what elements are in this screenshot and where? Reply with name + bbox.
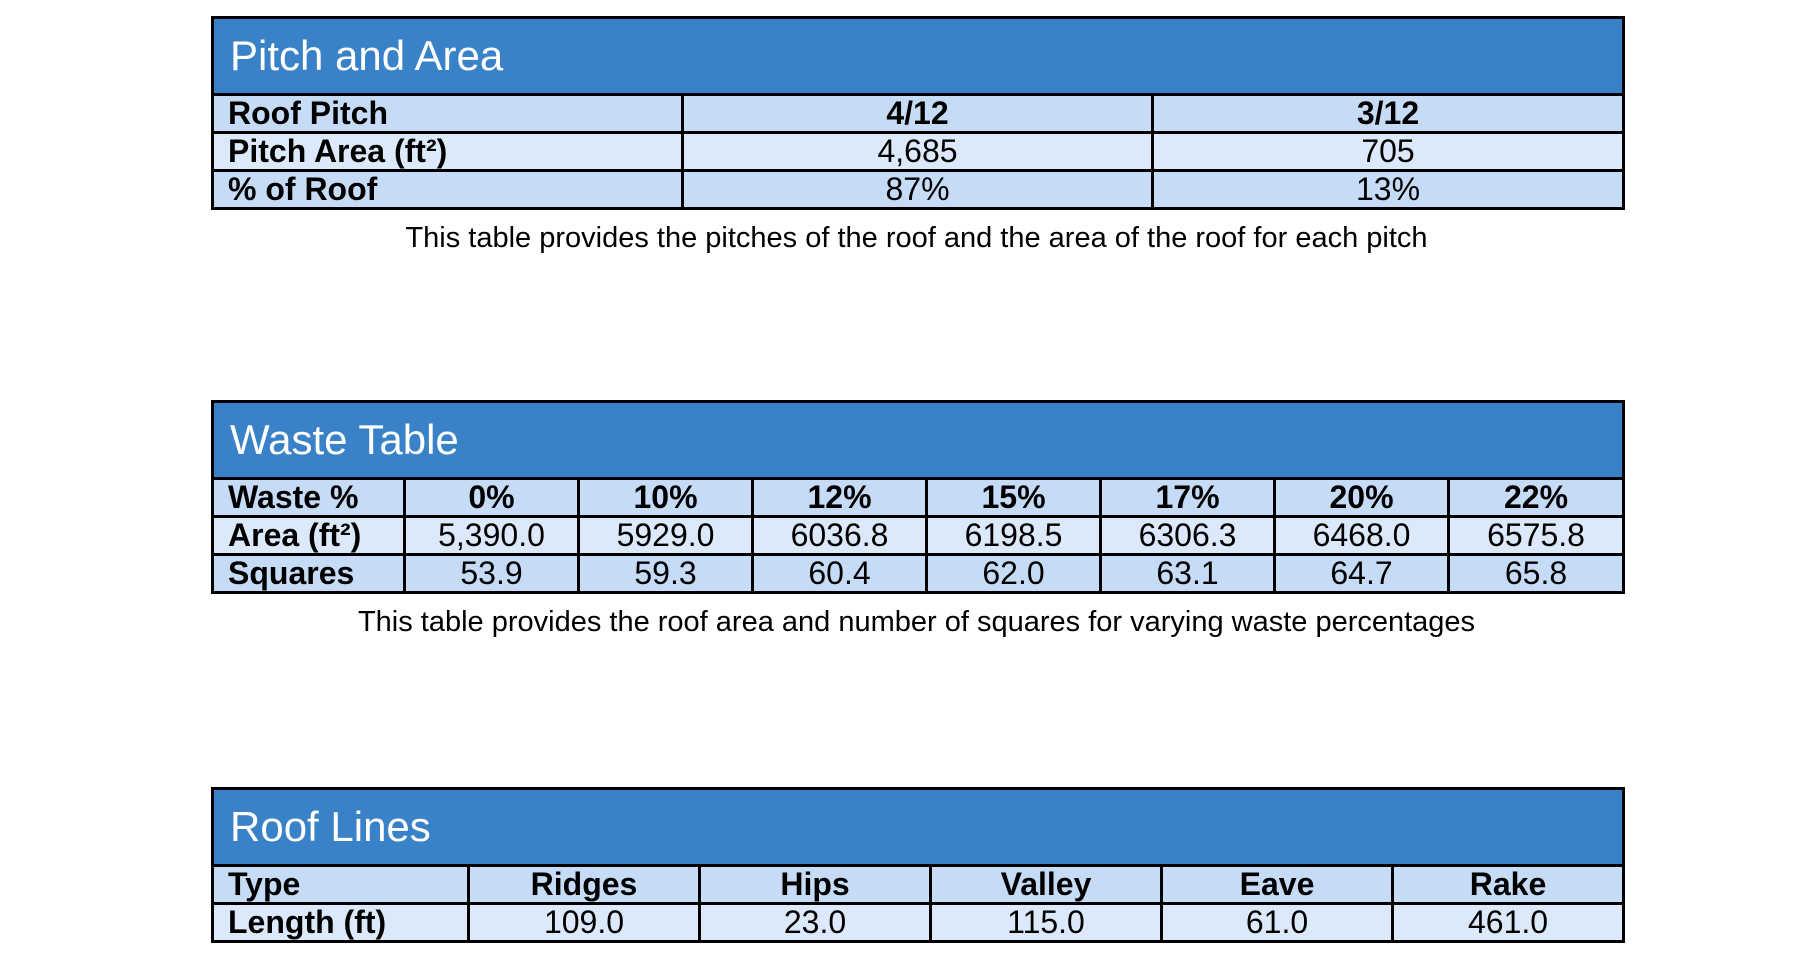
table-cell: 5,390.0 bbox=[403, 515, 580, 556]
row-label: Length (ft) bbox=[211, 902, 470, 943]
table-cell: 6198.5 bbox=[925, 515, 1102, 556]
pitch-area-section: Pitch and Area Roof Pitch 4/12 3/12 Pitc… bbox=[210, 16, 1626, 255]
table-cell: 60.4 bbox=[751, 553, 928, 594]
table-cell: 3/12 bbox=[1150, 93, 1626, 134]
pitch-area-caption: This table provides the pitches of the r… bbox=[405, 222, 1428, 254]
table-cell: 10% bbox=[577, 477, 754, 518]
table-cell: 6306.3 bbox=[1099, 515, 1276, 556]
waste-row-percent: Waste % 0% 10% 12% 15% 17% 20% 22% bbox=[211, 477, 1626, 518]
row-label: % of Roof bbox=[211, 169, 684, 210]
pitch-area-table: Pitch and Area Roof Pitch 4/12 3/12 Pitc… bbox=[210, 16, 1626, 210]
table-cell: 6575.8 bbox=[1446, 515, 1626, 556]
row-label: Waste % bbox=[211, 477, 406, 518]
table-cell: 705 bbox=[1150, 131, 1626, 172]
row-label: Pitch Area (ft²) bbox=[211, 131, 684, 172]
table-cell: 109.0 bbox=[467, 902, 701, 943]
row-label: Squares bbox=[211, 553, 406, 594]
table-cell: 87% bbox=[681, 169, 1154, 210]
table-cell: Rake bbox=[1390, 864, 1626, 905]
table-cell: 64.7 bbox=[1273, 553, 1450, 594]
table-cell: 17% bbox=[1099, 477, 1276, 518]
waste-section: Waste Table Waste % 0% 10% 12% 15% 17% 2… bbox=[210, 400, 1626, 639]
table-cell: Eave bbox=[1160, 864, 1394, 905]
table-cell: 59.3 bbox=[577, 553, 754, 594]
row-label: Area (ft²) bbox=[211, 515, 406, 556]
table-cell: 65.8 bbox=[1446, 553, 1626, 594]
table-cell: 4/12 bbox=[681, 93, 1154, 134]
table-cell: 13% bbox=[1150, 169, 1626, 210]
waste-table: Waste Table Waste % 0% 10% 12% 15% 17% 2… bbox=[210, 400, 1626, 594]
table-cell: Valley bbox=[929, 864, 1163, 905]
table-cell: Hips bbox=[698, 864, 932, 905]
row-label: Type bbox=[211, 864, 470, 905]
table-cell: 6036.8 bbox=[751, 515, 928, 556]
table-cell: 61.0 bbox=[1160, 902, 1394, 943]
waste-caption: This table provides the roof area and nu… bbox=[357, 606, 1476, 638]
lines-row-length: Length (ft) 109.0 23.0 115.0 61.0 461.0 bbox=[211, 902, 1626, 943]
table-cell: 63.1 bbox=[1099, 553, 1276, 594]
table-cell: 12% bbox=[751, 477, 928, 518]
pitch-row-area: Pitch Area (ft²) 4,685 705 bbox=[211, 131, 1626, 172]
table-cell: 4,685 bbox=[681, 131, 1154, 172]
waste-row-area: Area (ft²) 5,390.0 5929.0 6036.8 6198.5 … bbox=[211, 515, 1626, 556]
table-cell: 53.9 bbox=[403, 553, 580, 594]
table-cell: 23.0 bbox=[698, 902, 932, 943]
lines-row-type: Type Ridges Hips Valley Eave Rake bbox=[211, 864, 1626, 905]
pitch-row-roof-pitch: Roof Pitch 4/12 3/12 bbox=[211, 93, 1626, 134]
table-cell: 20% bbox=[1273, 477, 1450, 518]
roof-lines-table: Roof Lines Type Ridges Hips Valley Eave … bbox=[210, 787, 1626, 943]
waste-row-squares: Squares 53.9 59.3 60.4 62.0 63.1 64.7 65… bbox=[211, 553, 1626, 594]
table-cell: 461.0 bbox=[1390, 902, 1626, 943]
table-cell: 5929.0 bbox=[577, 515, 754, 556]
table-cell: 22% bbox=[1446, 477, 1626, 518]
pitch-area-title: Pitch and Area bbox=[210, 16, 1626, 96]
table-cell: 115.0 bbox=[929, 902, 1163, 943]
table-cell: 6468.0 bbox=[1273, 515, 1450, 556]
row-label: Roof Pitch bbox=[211, 93, 684, 134]
table-cell: 0% bbox=[403, 477, 580, 518]
pitch-row-percent: % of Roof 87% 13% bbox=[211, 169, 1626, 210]
table-cell: 15% bbox=[925, 477, 1102, 518]
table-cell: Ridges bbox=[467, 864, 701, 905]
table-cell: 62.0 bbox=[925, 553, 1102, 594]
roof-lines-title: Roof Lines bbox=[210, 787, 1626, 867]
waste-title: Waste Table bbox=[210, 400, 1626, 480]
roof-lines-section: Roof Lines Type Ridges Hips Valley Eave … bbox=[210, 787, 1626, 943]
